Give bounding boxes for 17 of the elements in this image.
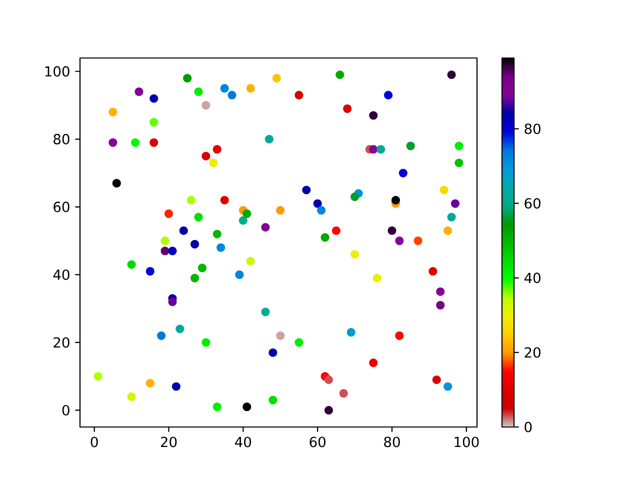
y-tick-label: 60 xyxy=(54,202,70,212)
x-tick-label: 60 xyxy=(310,436,326,448)
y-tick-label: 20 xyxy=(54,337,70,348)
color-bar-label: 40 xyxy=(524,272,540,284)
y-tick-label: 0 xyxy=(62,404,70,416)
color-bar-label: 80 xyxy=(524,124,540,134)
x-tick-label: 80 xyxy=(384,436,400,448)
color-bar-label: 20 xyxy=(524,347,540,358)
y-tick-label: 100 xyxy=(45,66,70,77)
color-bar-label: 60 xyxy=(524,198,540,209)
x-tick-label: 0 xyxy=(90,436,98,448)
x-tick-label: 100 xyxy=(454,436,479,448)
y-tick-label: 40 xyxy=(53,269,70,280)
color-bar-label: 0 xyxy=(524,422,532,432)
x-tick-label: 40 xyxy=(235,436,252,448)
x-tick-label: 20 xyxy=(160,436,177,448)
y-tick-label: 80 xyxy=(54,134,70,144)
